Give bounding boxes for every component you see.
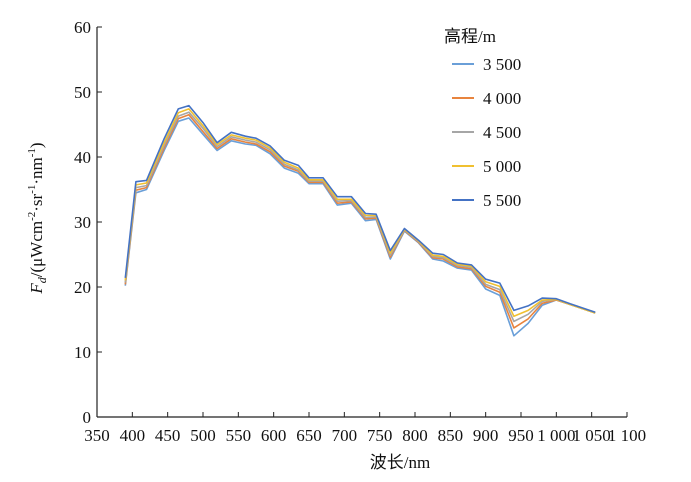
legend-title: 高程/m (444, 27, 496, 46)
x-tick-label: 900 (473, 426, 499, 445)
series-line (124, 117, 596, 337)
legend-label: 4 000 (483, 89, 521, 108)
x-tick-label: 350 (84, 426, 110, 445)
y-axis-label: Fd/(μWcm-2·sr-1·nm-1) (26, 142, 49, 294)
y-tick-label: 0 (83, 408, 92, 427)
legend-label: 5 000 (483, 157, 521, 176)
x-tick-label: 950 (508, 426, 534, 445)
x-tick-label: 800 (402, 426, 428, 445)
series-line (124, 104, 596, 314)
x-tick-label: 1 000 (537, 426, 575, 445)
x-tick-label: 400 (120, 426, 146, 445)
y-tick-label: 30 (74, 213, 91, 232)
series-line (124, 108, 596, 318)
x-tick-label: 500 (190, 426, 216, 445)
x-tick-label: 650 (296, 426, 322, 445)
y-axis-ticks: 0 10 20 30 40 50 60 (74, 18, 102, 427)
x-tick-label: 550 (226, 426, 252, 445)
y-tick-label: 20 (74, 278, 91, 297)
legend-label: 3 500 (483, 55, 521, 74)
x-tick-label: 450 (155, 426, 181, 445)
x-axis-label: 波长/nm (370, 453, 430, 472)
y-tick-label: 10 (74, 343, 91, 362)
series-lines (124, 104, 596, 337)
y-tick-label: 40 (74, 148, 91, 167)
x-tick-label: 1 100 (608, 426, 646, 445)
y-tick-label: 60 (74, 18, 91, 37)
legend: 高程/m 3 500 4 000 4 500 5 000 5 500 (444, 27, 521, 210)
x-axis-ticks: 350 400 450 500 550 600 650 700 750 800 850 900 950 1… (84, 412, 646, 445)
x-tick-label: 750 (367, 426, 393, 445)
x-tick-label: 600 (261, 426, 287, 445)
x-tick-label: 700 (332, 426, 358, 445)
legend-label: 5 500 (483, 191, 521, 210)
x-tick-label: 850 (438, 426, 464, 445)
axes (96, 27, 627, 418)
y-tick-label: 50 (74, 83, 91, 102)
legend-label: 4 500 (483, 123, 521, 142)
series-line (124, 114, 596, 329)
x-tick-label: 1 050 (573, 426, 611, 445)
series-line (124, 111, 596, 323)
